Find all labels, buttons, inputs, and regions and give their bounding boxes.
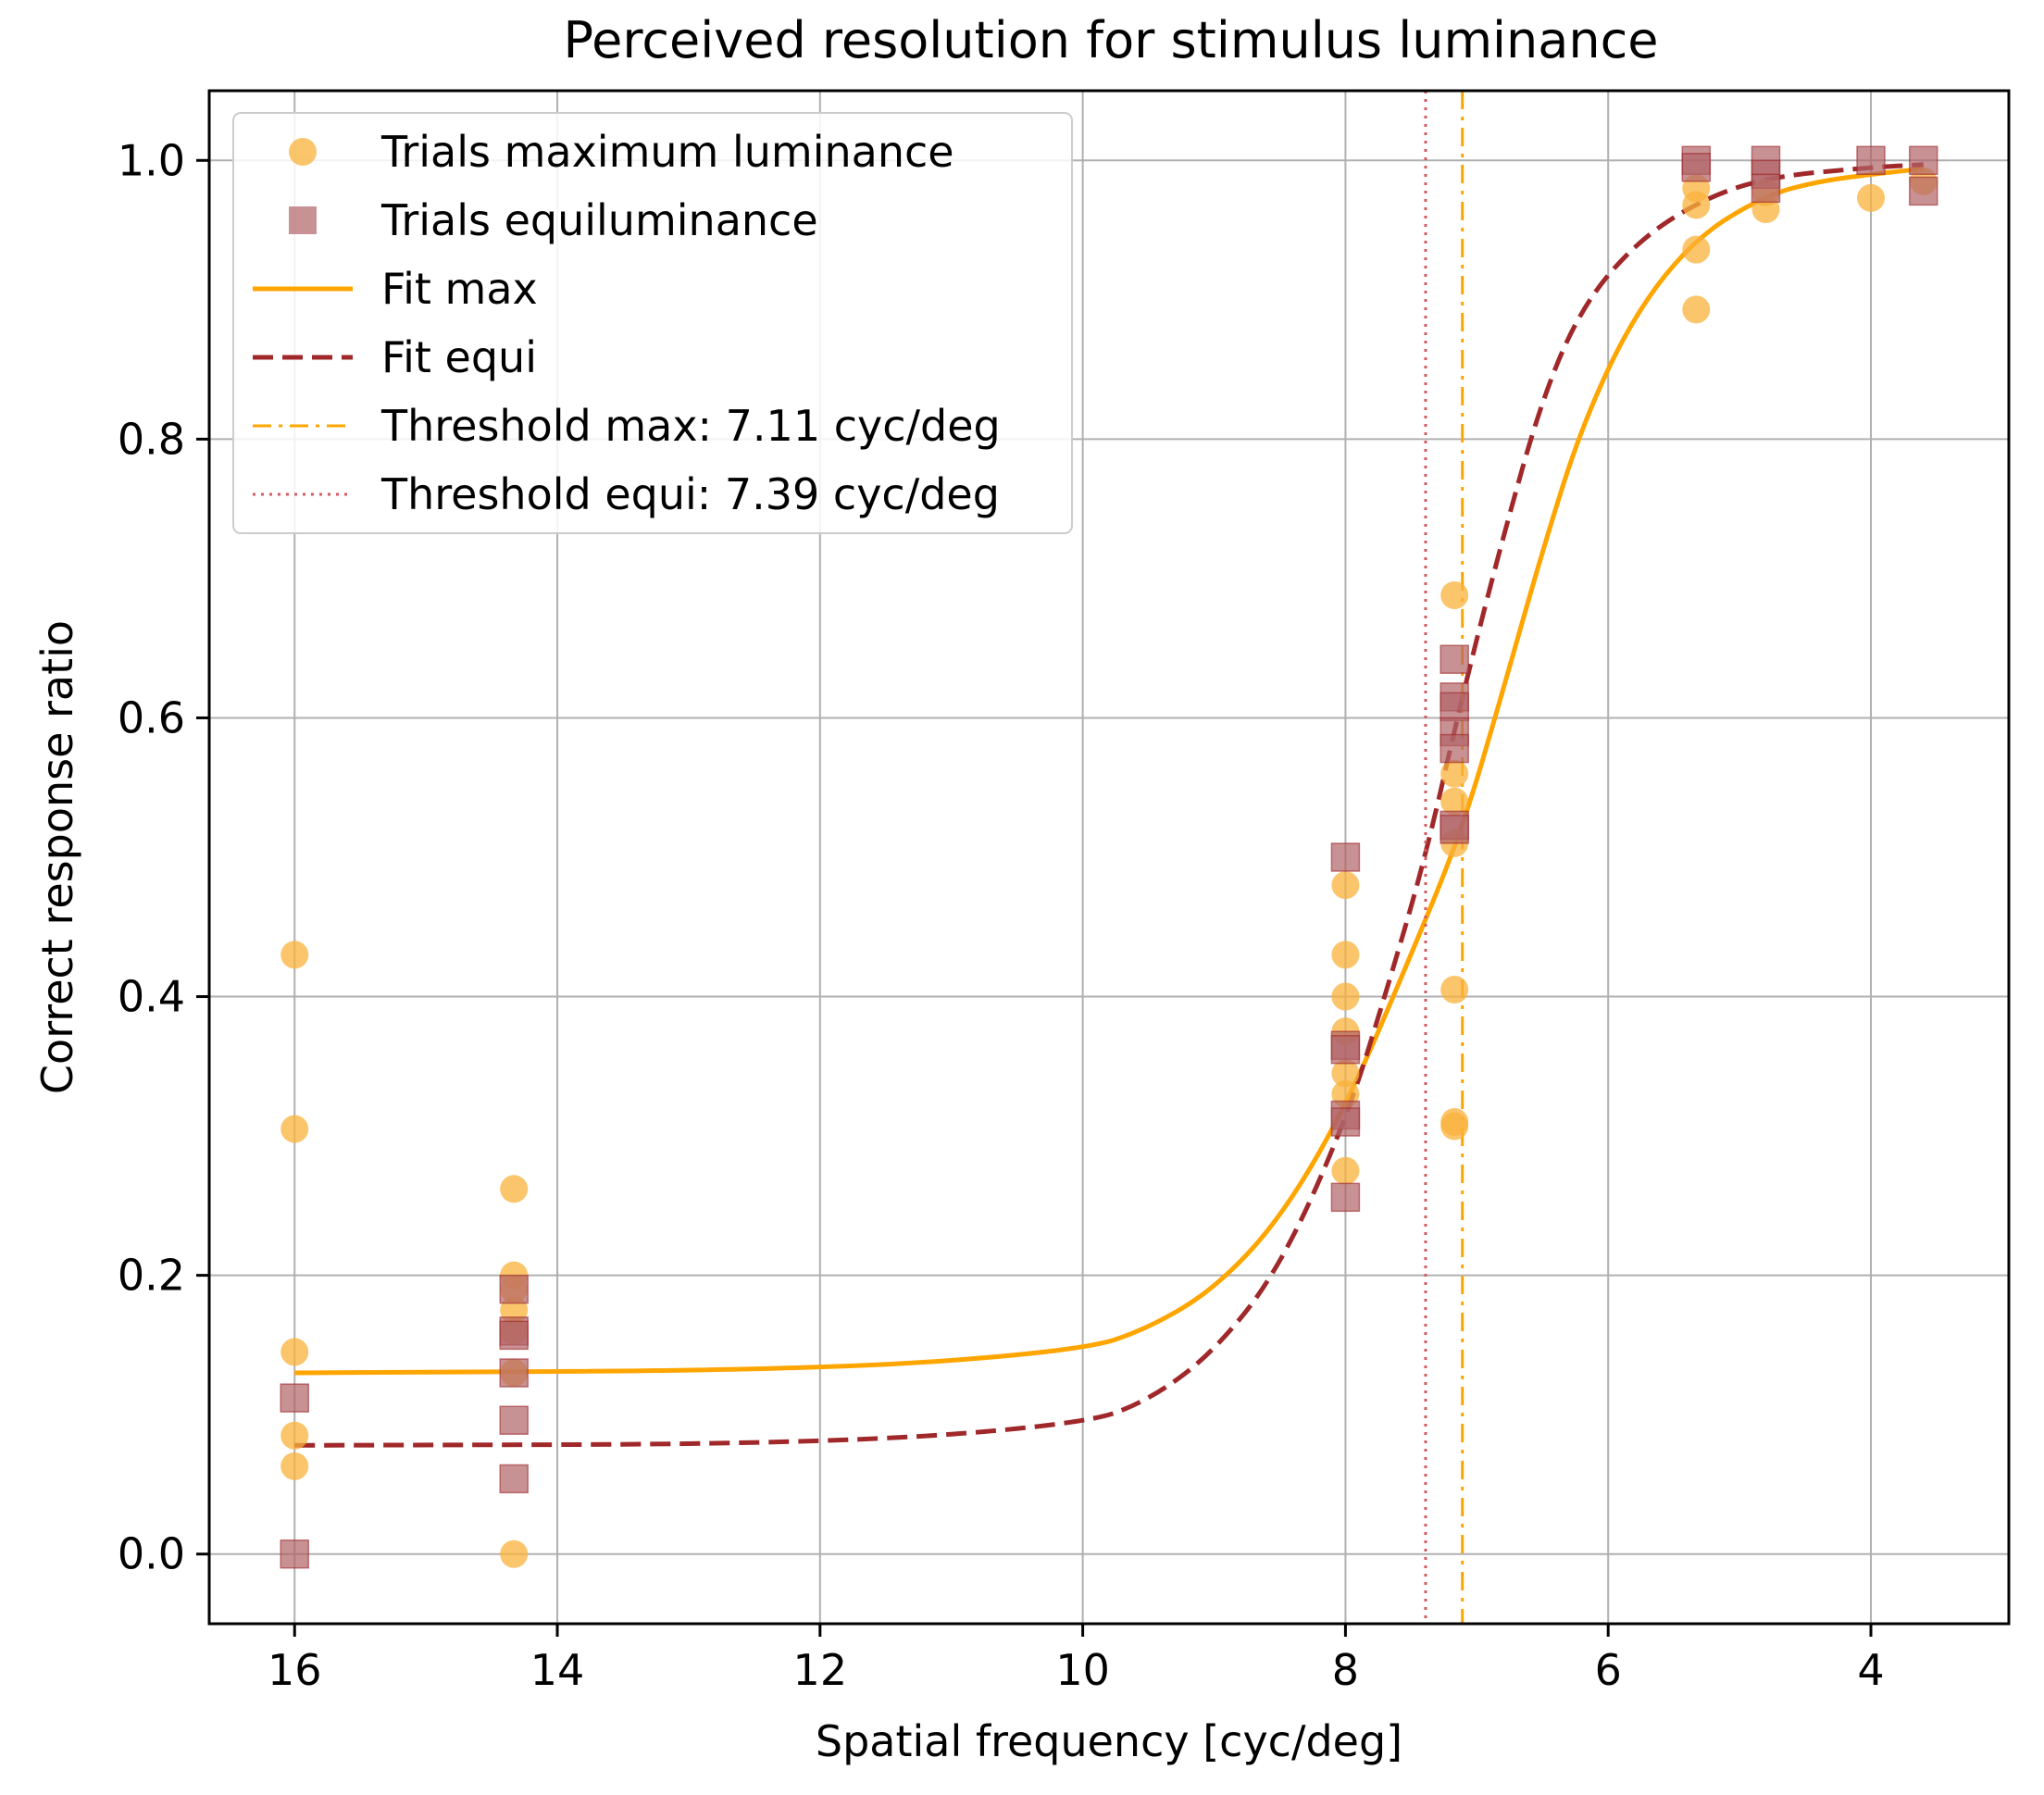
axis-ticks: 16 14 12 10 8 6 4 0.0 0.2 0.4 0.6 0.8 1.0 (118, 135, 1885, 1695)
y-tick-label: 0.6 (118, 692, 185, 742)
point-max-luminance (1331, 1059, 1360, 1088)
point-equiluminance (1909, 176, 1938, 206)
y-tick-label: 0.8 (118, 414, 185, 464)
plot-frame (207, 89, 2011, 1626)
point-max-luminance (1440, 759, 1469, 788)
point-equiluminance (1330, 842, 1361, 872)
legend-label: Trials equiluminance (380, 195, 818, 245)
point-max-luminance (1331, 871, 1360, 900)
point-equiluminance (499, 1358, 529, 1388)
point-max-luminance (1331, 1156, 1360, 1185)
fit-lines (294, 91, 1925, 1624)
point-equiluminance (1909, 145, 1938, 176)
data-points (280, 145, 1938, 1569)
legend-label: Trials maximum luminance (380, 127, 954, 177)
point-equiluminance (280, 1539, 309, 1569)
point-max-luminance (1440, 976, 1469, 1004)
point-equiluminance (280, 1383, 309, 1413)
point-max-luminance (500, 1175, 529, 1203)
point-max-luminance (1440, 580, 1469, 609)
point-equiluminance (1330, 1182, 1361, 1213)
point-equiluminance (499, 1320, 529, 1351)
point-max-luminance (280, 941, 309, 969)
point-equiluminance (1440, 815, 1469, 844)
point-equiluminance (1330, 1035, 1361, 1065)
legend-marker-max-luminance (289, 138, 317, 166)
point-max-luminance (280, 1115, 309, 1143)
point-equiluminance (1856, 145, 1886, 176)
point-max-luminance (1331, 941, 1360, 969)
point-equiluminance (1681, 153, 1712, 182)
y-tick-label: 0.0 (118, 1529, 185, 1579)
point-equiluminance (1440, 692, 1469, 722)
y-tick-label: 1.0 (118, 135, 185, 185)
point-max-luminance (280, 1421, 309, 1450)
x-tick-label: 16 (268, 1645, 322, 1695)
x-tick-label: 8 (1332, 1645, 1359, 1695)
legend-label: Fit max (381, 264, 538, 314)
x-tick-label: 14 (530, 1645, 585, 1695)
y-tick-label: 0.4 (118, 972, 185, 1022)
y-tick-label: 0.2 (118, 1251, 185, 1301)
point-max-luminance (500, 1539, 529, 1568)
point-equiluminance (1440, 644, 1469, 674)
point-equiluminance (499, 1274, 529, 1304)
point-max-luminance (280, 1338, 309, 1366)
point-max-luminance (1440, 787, 1469, 816)
legend-marker-equiluminance (289, 206, 317, 234)
legend: Trials maximum luminance Trials equilumin… (232, 112, 1073, 534)
point-max-luminance (1440, 1112, 1469, 1141)
point-equiluminance (499, 1464, 529, 1494)
point-max-luminance (1331, 982, 1360, 1011)
point-max-luminance (1857, 183, 1886, 212)
legend-label: Threshold equi: 7.39 cyc/deg (380, 469, 1000, 519)
legend-box (232, 112, 1073, 534)
x-tick-label: 12 (793, 1645, 848, 1695)
x-tick-label: 4 (1857, 1645, 1884, 1695)
legend-label: Fit equi (381, 332, 537, 382)
fit-line-max (294, 166, 1925, 1376)
x-tick-label: 10 (1055, 1645, 1110, 1695)
x-axis-label: Spatial frequency [cyc/deg] (816, 1716, 1402, 1766)
chart-title: Perceived resolution for stimulus lumina… (563, 11, 1658, 69)
point-equiluminance (499, 1405, 529, 1435)
point-max-luminance (1682, 295, 1711, 324)
point-equiluminance (1751, 173, 1781, 204)
point-equiluminance (1330, 1107, 1361, 1137)
point-max-luminance (280, 1452, 309, 1480)
point-max-luminance (1682, 235, 1711, 264)
point-equiluminance (1440, 733, 1469, 764)
point-max-luminance (1682, 191, 1711, 219)
x-tick-label: 6 (1595, 1645, 1622, 1695)
y-axis-label: Correct response ratio (32, 620, 82, 1094)
legend-label: Threshold max: 7.11 cyc/deg (380, 401, 1001, 451)
fit-line-equi (294, 162, 1924, 1448)
